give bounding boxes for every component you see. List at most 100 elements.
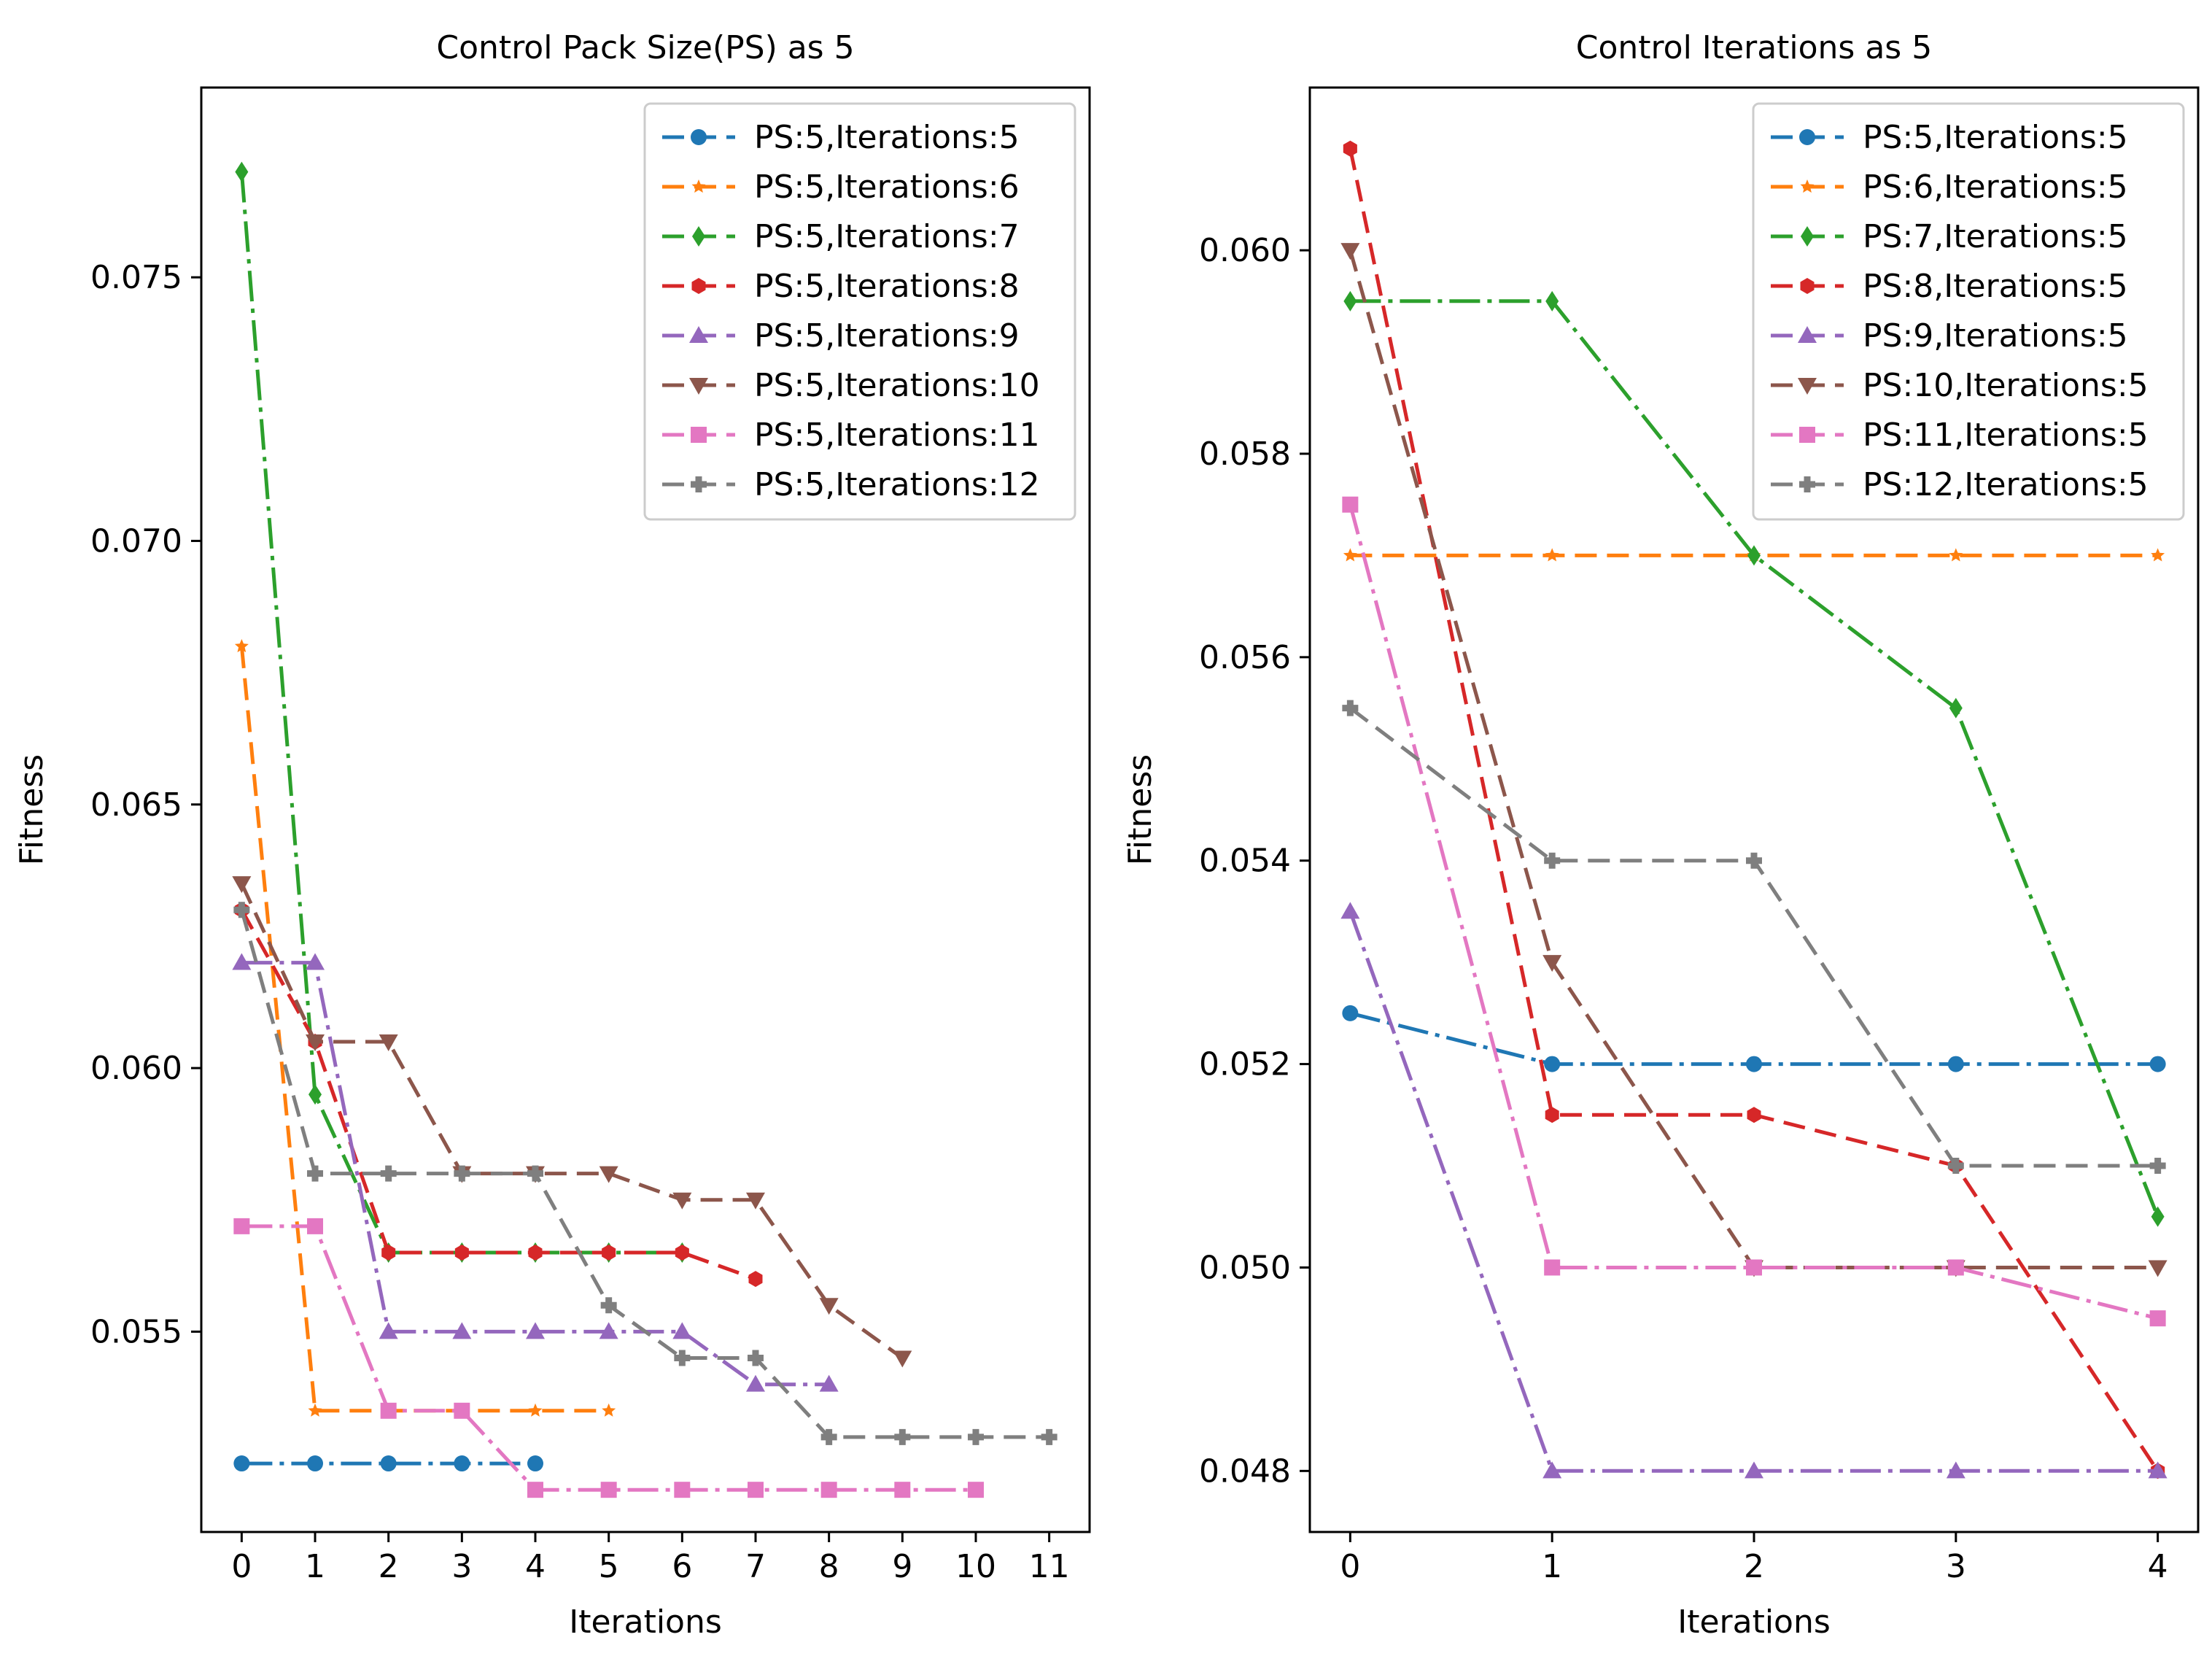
legend-marker bbox=[691, 476, 707, 492]
x-tick-label: 1 bbox=[305, 1548, 325, 1585]
legend-marker bbox=[1801, 226, 1814, 247]
y-axis-label: Fitness bbox=[13, 754, 50, 865]
legend-entry: PS:12,Iterations:5 bbox=[1771, 466, 2149, 503]
data-point bbox=[527, 1455, 544, 1472]
legend-label: PS:5,Iterations:5 bbox=[1863, 119, 2128, 156]
data-point bbox=[2149, 1158, 2166, 1175]
x-tick-label: 11 bbox=[1029, 1548, 1070, 1585]
y-tick-label: 0.075 bbox=[90, 259, 182, 296]
y-tick-label: 0.050 bbox=[1199, 1249, 1291, 1286]
legend-label: PS:8,Iterations:5 bbox=[1863, 268, 2128, 305]
series-1 bbox=[233, 1455, 544, 1472]
data-point bbox=[747, 1482, 764, 1498]
y-tick-label: 0.060 bbox=[90, 1050, 182, 1087]
legend-label: PS:5,Iterations:8 bbox=[754, 268, 1020, 305]
legend-box bbox=[1752, 102, 2185, 521]
legend-label: PS:5,Iterations:7 bbox=[754, 218, 1020, 255]
data-point bbox=[527, 1165, 544, 1182]
data-point bbox=[1544, 1259, 1561, 1276]
series-line bbox=[239, 909, 1049, 1439]
data-point bbox=[819, 1298, 839, 1315]
data-point bbox=[381, 1245, 396, 1261]
data-point bbox=[1041, 1428, 1058, 1445]
data-point bbox=[1949, 697, 1963, 719]
chart-title: Control Iterations as 5 bbox=[1576, 29, 1932, 66]
data-point bbox=[1544, 1056, 1561, 1072]
legend-marker bbox=[1799, 427, 1815, 443]
data-point bbox=[599, 1166, 618, 1183]
data-point bbox=[747, 1350, 764, 1366]
legend-label: PS:7,Iterations:5 bbox=[1863, 218, 2128, 255]
data-point bbox=[1343, 140, 1357, 157]
x-axis-label: Iterations bbox=[1677, 1603, 1831, 1641]
data-point bbox=[1949, 548, 1963, 562]
legend-entry: PS:10,Iterations:5 bbox=[1771, 367, 2149, 404]
data-point bbox=[1947, 1158, 1964, 1175]
x-tick-label: 4 bbox=[525, 1548, 546, 1585]
legend-label: PS:12,Iterations:5 bbox=[1863, 466, 2149, 503]
legend-entry: PS:6,Iterations:5 bbox=[1771, 169, 2128, 206]
data-point bbox=[1545, 1107, 1559, 1123]
data-point bbox=[894, 1482, 911, 1498]
x-tick-label: 5 bbox=[599, 1548, 619, 1585]
legend: PS:5,Iterations:5 PS:6,Iterations:5 PS:7,I… bbox=[1752, 102, 2185, 521]
data-point bbox=[1746, 1259, 1762, 1276]
data-point bbox=[233, 1455, 250, 1472]
data-point bbox=[602, 1245, 616, 1261]
data-point bbox=[1947, 1056, 1964, 1072]
x-tick-label: 8 bbox=[819, 1548, 839, 1585]
data-point bbox=[307, 1218, 324, 1234]
data-point bbox=[1342, 1005, 1359, 1021]
x-tick-label: 2 bbox=[379, 1548, 399, 1585]
data-point bbox=[454, 1402, 470, 1419]
data-point bbox=[1545, 290, 1559, 312]
data-point bbox=[527, 1482, 544, 1498]
data-point bbox=[674, 1350, 691, 1366]
series-group bbox=[232, 161, 1058, 1498]
series-8 bbox=[1342, 700, 2166, 1175]
legend-marker bbox=[691, 427, 707, 443]
x-tick-label: 0 bbox=[231, 1548, 252, 1585]
legend-label: PS:5,Iterations:10 bbox=[754, 367, 1040, 404]
data-point bbox=[600, 1482, 617, 1498]
data-point bbox=[672, 1322, 692, 1339]
data-point bbox=[967, 1482, 984, 1498]
data-point bbox=[308, 1403, 322, 1417]
data-point bbox=[894, 1428, 911, 1445]
data-point bbox=[307, 1165, 324, 1182]
data-point bbox=[232, 876, 252, 894]
y-tick-label: 0.070 bbox=[90, 522, 182, 560]
data-point bbox=[2149, 1310, 2166, 1327]
legend-entry: PS:5,Iterations:11 bbox=[662, 417, 1040, 454]
series-5 bbox=[232, 953, 839, 1392]
legend-entry: PS:5,Iterations:5 bbox=[662, 119, 1020, 156]
data-point bbox=[379, 1034, 398, 1051]
data-point bbox=[2151, 1206, 2165, 1227]
data-point bbox=[306, 1034, 325, 1051]
data-point bbox=[1340, 902, 1360, 919]
y-tick-label: 0.048 bbox=[1199, 1452, 1291, 1490]
legend-entry: PS:5,Iterations:7 bbox=[662, 218, 1020, 255]
data-point bbox=[745, 1374, 765, 1392]
x-tick-label: 7 bbox=[745, 1548, 766, 1585]
data-point bbox=[233, 902, 250, 918]
legend-entry: PS:5,Iterations:12 bbox=[662, 466, 1040, 503]
series-line bbox=[240, 909, 756, 1281]
legend-entry: PS:7,Iterations:5 bbox=[1771, 218, 2128, 255]
data-point bbox=[1946, 1461, 1965, 1479]
data-point bbox=[748, 1271, 763, 1288]
legend-marker bbox=[1799, 129, 1815, 145]
legend-entry: PS:5,Iterations:5 bbox=[1771, 119, 2128, 156]
data-point bbox=[2151, 548, 2165, 562]
legend-entry: PS:5,Iterations:8 bbox=[662, 268, 1020, 305]
x-tick-label: 9 bbox=[892, 1548, 912, 1585]
data-point bbox=[1343, 290, 1357, 312]
data-point bbox=[674, 1482, 691, 1498]
series-group bbox=[1340, 140, 2168, 1479]
y-tick-label: 0.065 bbox=[90, 786, 182, 824]
y-tick-label: 0.056 bbox=[1199, 639, 1291, 676]
legend-entry: PS:5,Iterations:6 bbox=[662, 169, 1020, 206]
y-tick-label: 0.060 bbox=[1199, 232, 1291, 269]
legend-label: PS:11,Iterations:5 bbox=[1863, 417, 2149, 454]
legend-label: PS:10,Iterations:5 bbox=[1863, 367, 2149, 404]
